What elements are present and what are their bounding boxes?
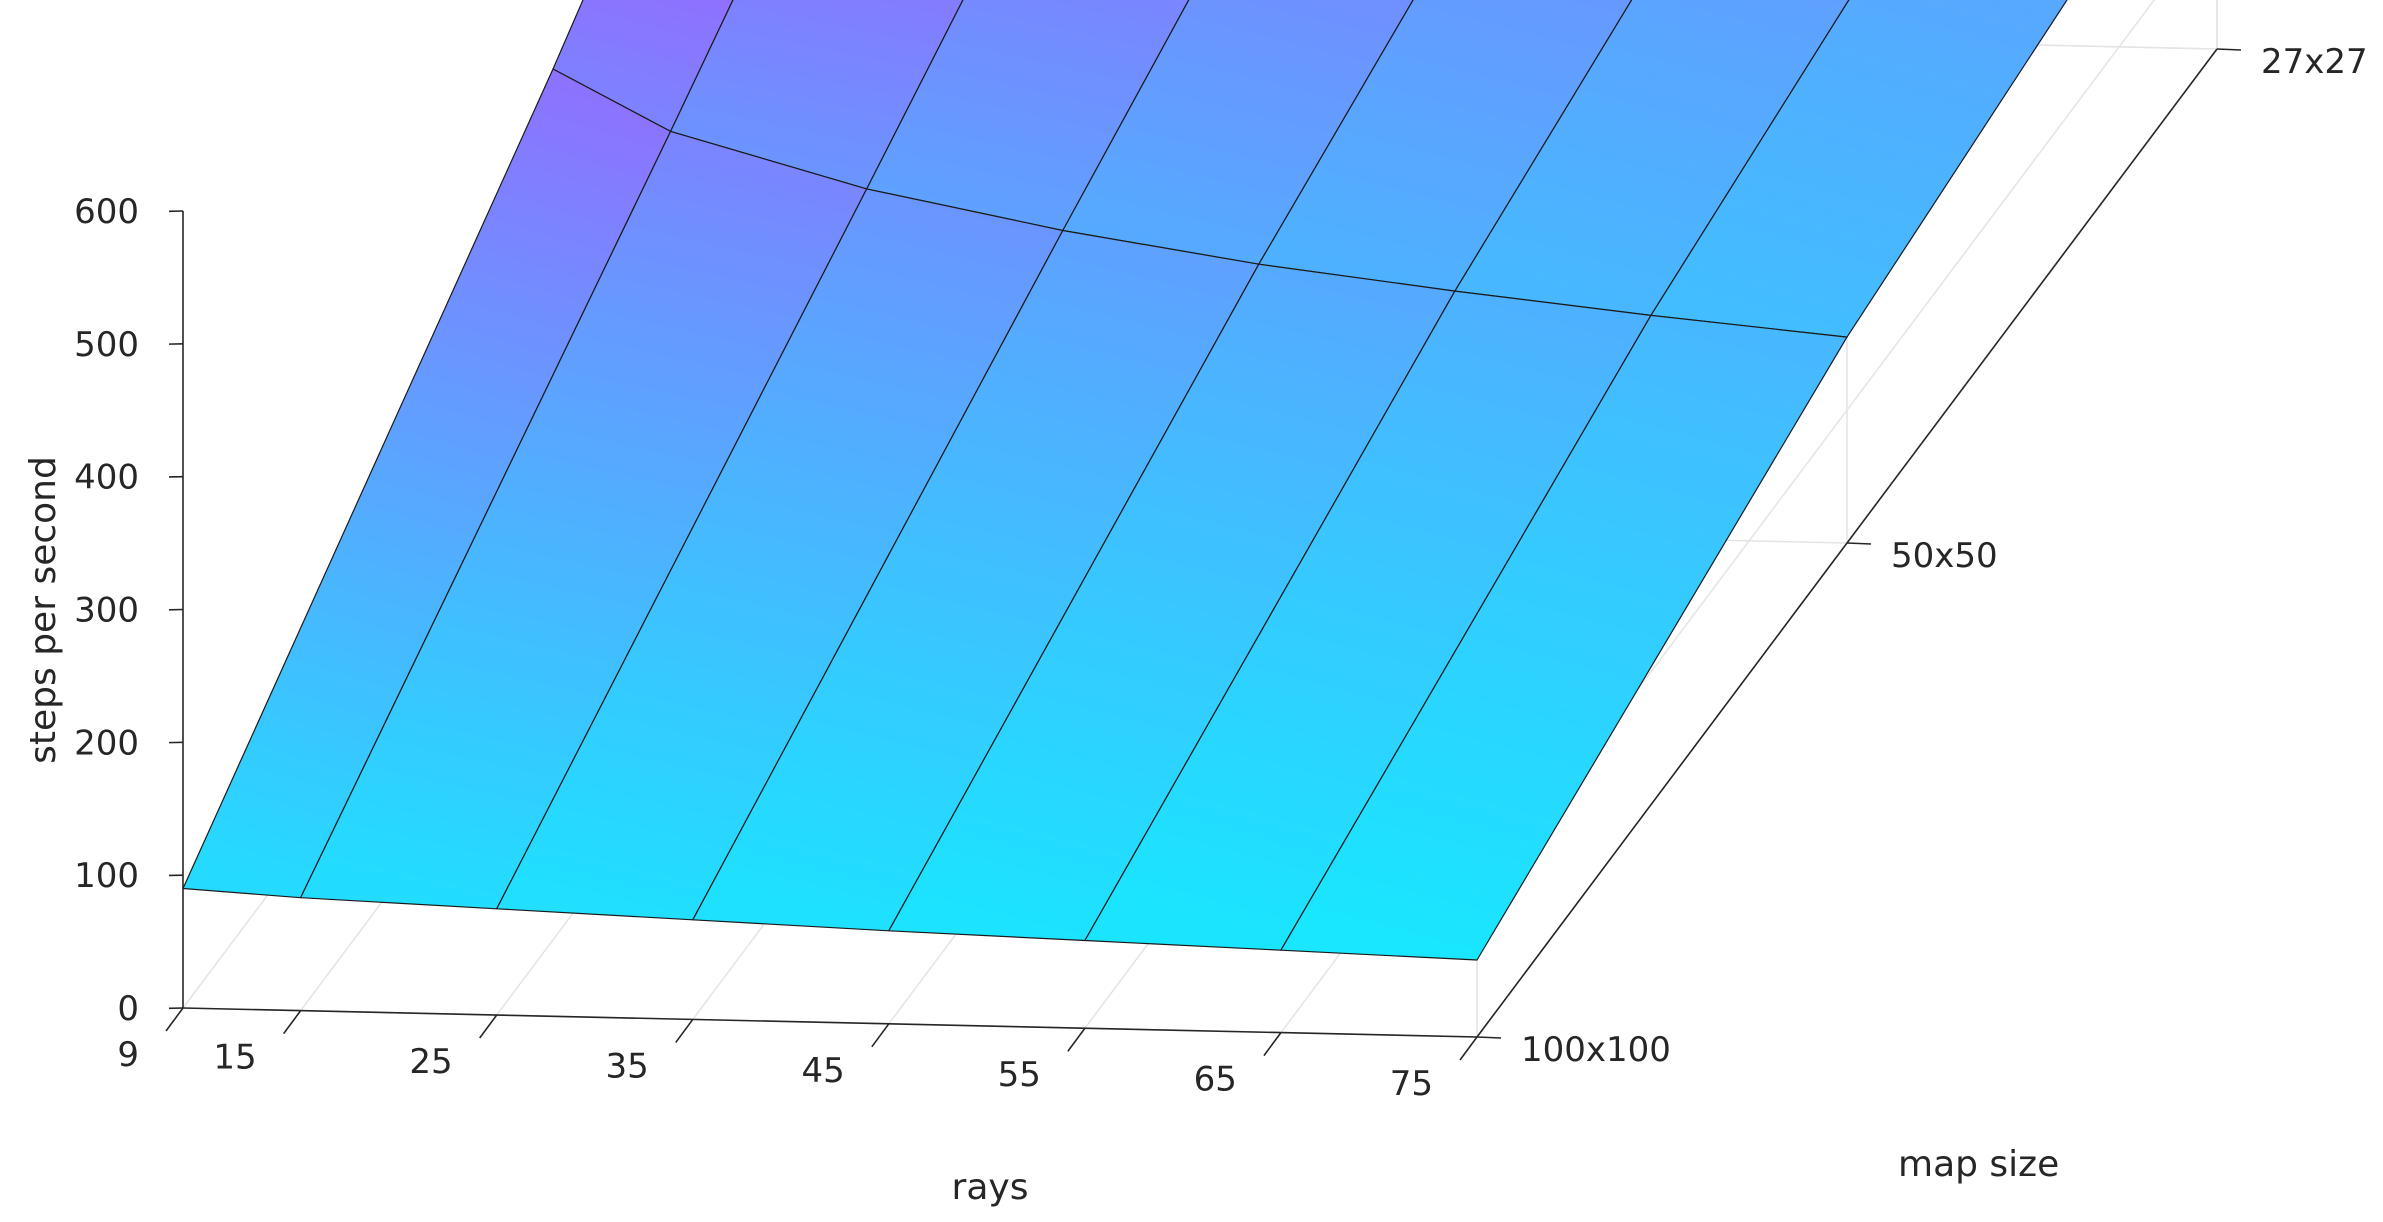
x-tick-4 xyxy=(871,1023,890,1048)
z-axis-label: steps per second xyxy=(23,456,64,764)
x-axis-line xyxy=(182,1007,1478,1038)
z-tick-label: 600 xyxy=(74,192,139,232)
y-tick-label: 50x50 xyxy=(1891,536,1998,576)
z-tick-label: 500 xyxy=(74,325,139,365)
z-tick-label: 0 xyxy=(117,989,139,1029)
z-tick-label: 400 xyxy=(74,458,139,498)
surface-patch-100x100-65 xyxy=(1280,314,1848,961)
y-tick-2 xyxy=(2216,48,2242,51)
y-axis-label: map size xyxy=(1898,1144,2059,1185)
y-tick-1 xyxy=(1846,542,1872,545)
x-tick-7 xyxy=(1459,1036,1478,1061)
x-tick-label: 55 xyxy=(998,1055,1041,1095)
x-tick-label: 9 xyxy=(117,1035,139,1075)
x-tick-6 xyxy=(1263,1032,1282,1057)
surface-plot xyxy=(182,0,2068,961)
x-tick-label: 75 xyxy=(1390,1064,1433,1104)
x-tick-label: 45 xyxy=(802,1051,845,1091)
x-tick-3 xyxy=(675,1018,694,1043)
x-tick-1 xyxy=(282,1010,302,1035)
z-tick-label: 300 xyxy=(74,591,139,631)
y-tick-0 xyxy=(1476,1036,1502,1039)
y-tick-label: 100x100 xyxy=(1521,1030,1671,1070)
x-tick-2 xyxy=(479,1014,498,1039)
x-tick-0 xyxy=(165,1007,184,1032)
x-tick-label: 15 xyxy=(213,1038,256,1078)
tick-labels: 0 100 200 300 400 500 600 9 15 25 35 45 55 65 75 100x10… xyxy=(74,42,2368,1104)
x-tick-5 xyxy=(1067,1027,1086,1052)
z-tick-label: 100 xyxy=(74,856,139,896)
y-tick-label: 27x27 xyxy=(2261,42,2368,82)
x-axis-label: rays xyxy=(952,1167,1029,1208)
x-tick-label: 25 xyxy=(409,1042,452,1082)
x-tick-label: 35 xyxy=(605,1046,648,1086)
x-tick-label: 65 xyxy=(1194,1060,1237,1100)
axes xyxy=(165,48,2242,1061)
z-tick-label: 200 xyxy=(74,723,139,763)
